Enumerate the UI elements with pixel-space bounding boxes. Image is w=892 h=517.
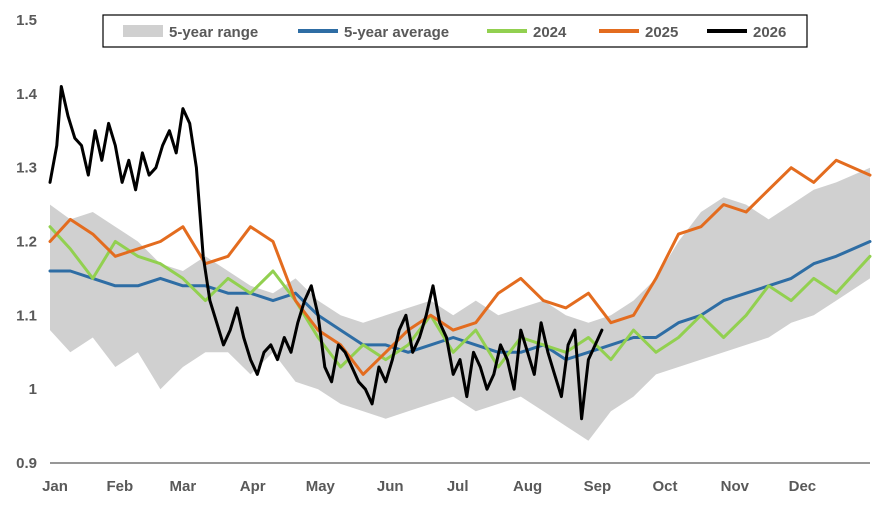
legend-frame: [102, 14, 808, 48]
x-tick-label-jun: Jun: [377, 478, 404, 495]
y-tick-label-1-5: 1.5: [16, 12, 37, 29]
legend-label-5-year-range: 5-year range: [169, 24, 258, 41]
y-tick-label-1: 1: [29, 381, 37, 398]
y-tick-label-1-1: 1.1: [16, 307, 37, 324]
x-tick-label-mar: Mar: [170, 478, 197, 495]
x-tick-label-oct: Oct: [652, 478, 677, 495]
y-tick-label-1-2: 1.2: [16, 234, 37, 251]
legend-label-2026: 2026: [753, 24, 786, 41]
series-2026-line: [48, 85, 604, 421]
series-5-year-average-line: [48, 240, 872, 362]
x-tick-label-may: May: [306, 478, 336, 495]
y-tick-label-0-9: 0.9: [16, 455, 37, 472]
x-tick-label-aug: Aug: [513, 478, 542, 495]
x-tick-label-feb: Feb: [106, 478, 133, 495]
y-tick-label-1-4: 1.4: [16, 86, 38, 103]
legend-label-5-year-average: 5-year average: [344, 24, 449, 41]
x-tick-label-dec: Dec: [789, 478, 817, 495]
series-lines-layer: [48, 85, 872, 421]
x-tick-label-jan: Jan: [42, 478, 68, 495]
x-tick-label-sep: Sep: [584, 478, 612, 495]
series-2024-line: [48, 225, 872, 369]
legend-label-2025: 2025: [645, 24, 678, 41]
x-tick-label-apr: Apr: [240, 478, 266, 495]
y-tick-labels: 0.9 1 1.1 1.2 1.3 1.4 1.5: [16, 12, 38, 472]
legend-label-2024: 2024: [533, 24, 567, 41]
legend-swatch-5-year-range: [123, 25, 163, 37]
range-band-layer: [50, 167, 870, 441]
y-tick-label-1-3: 1.3: [16, 160, 37, 177]
series-2025-line: [48, 158, 872, 376]
x-tick-labels: Jan Feb Mar Apr May Jun Jul Aug Sep Oct Nov Dec: [42, 478, 816, 495]
x-tick-label-jul: Jul: [447, 478, 469, 495]
x-tick-label-nov: Nov: [721, 478, 750, 495]
series-5-year-range-band: [50, 167, 870, 441]
legend: 5-year range 5-year average 2024 2025 2026: [102, 14, 808, 48]
